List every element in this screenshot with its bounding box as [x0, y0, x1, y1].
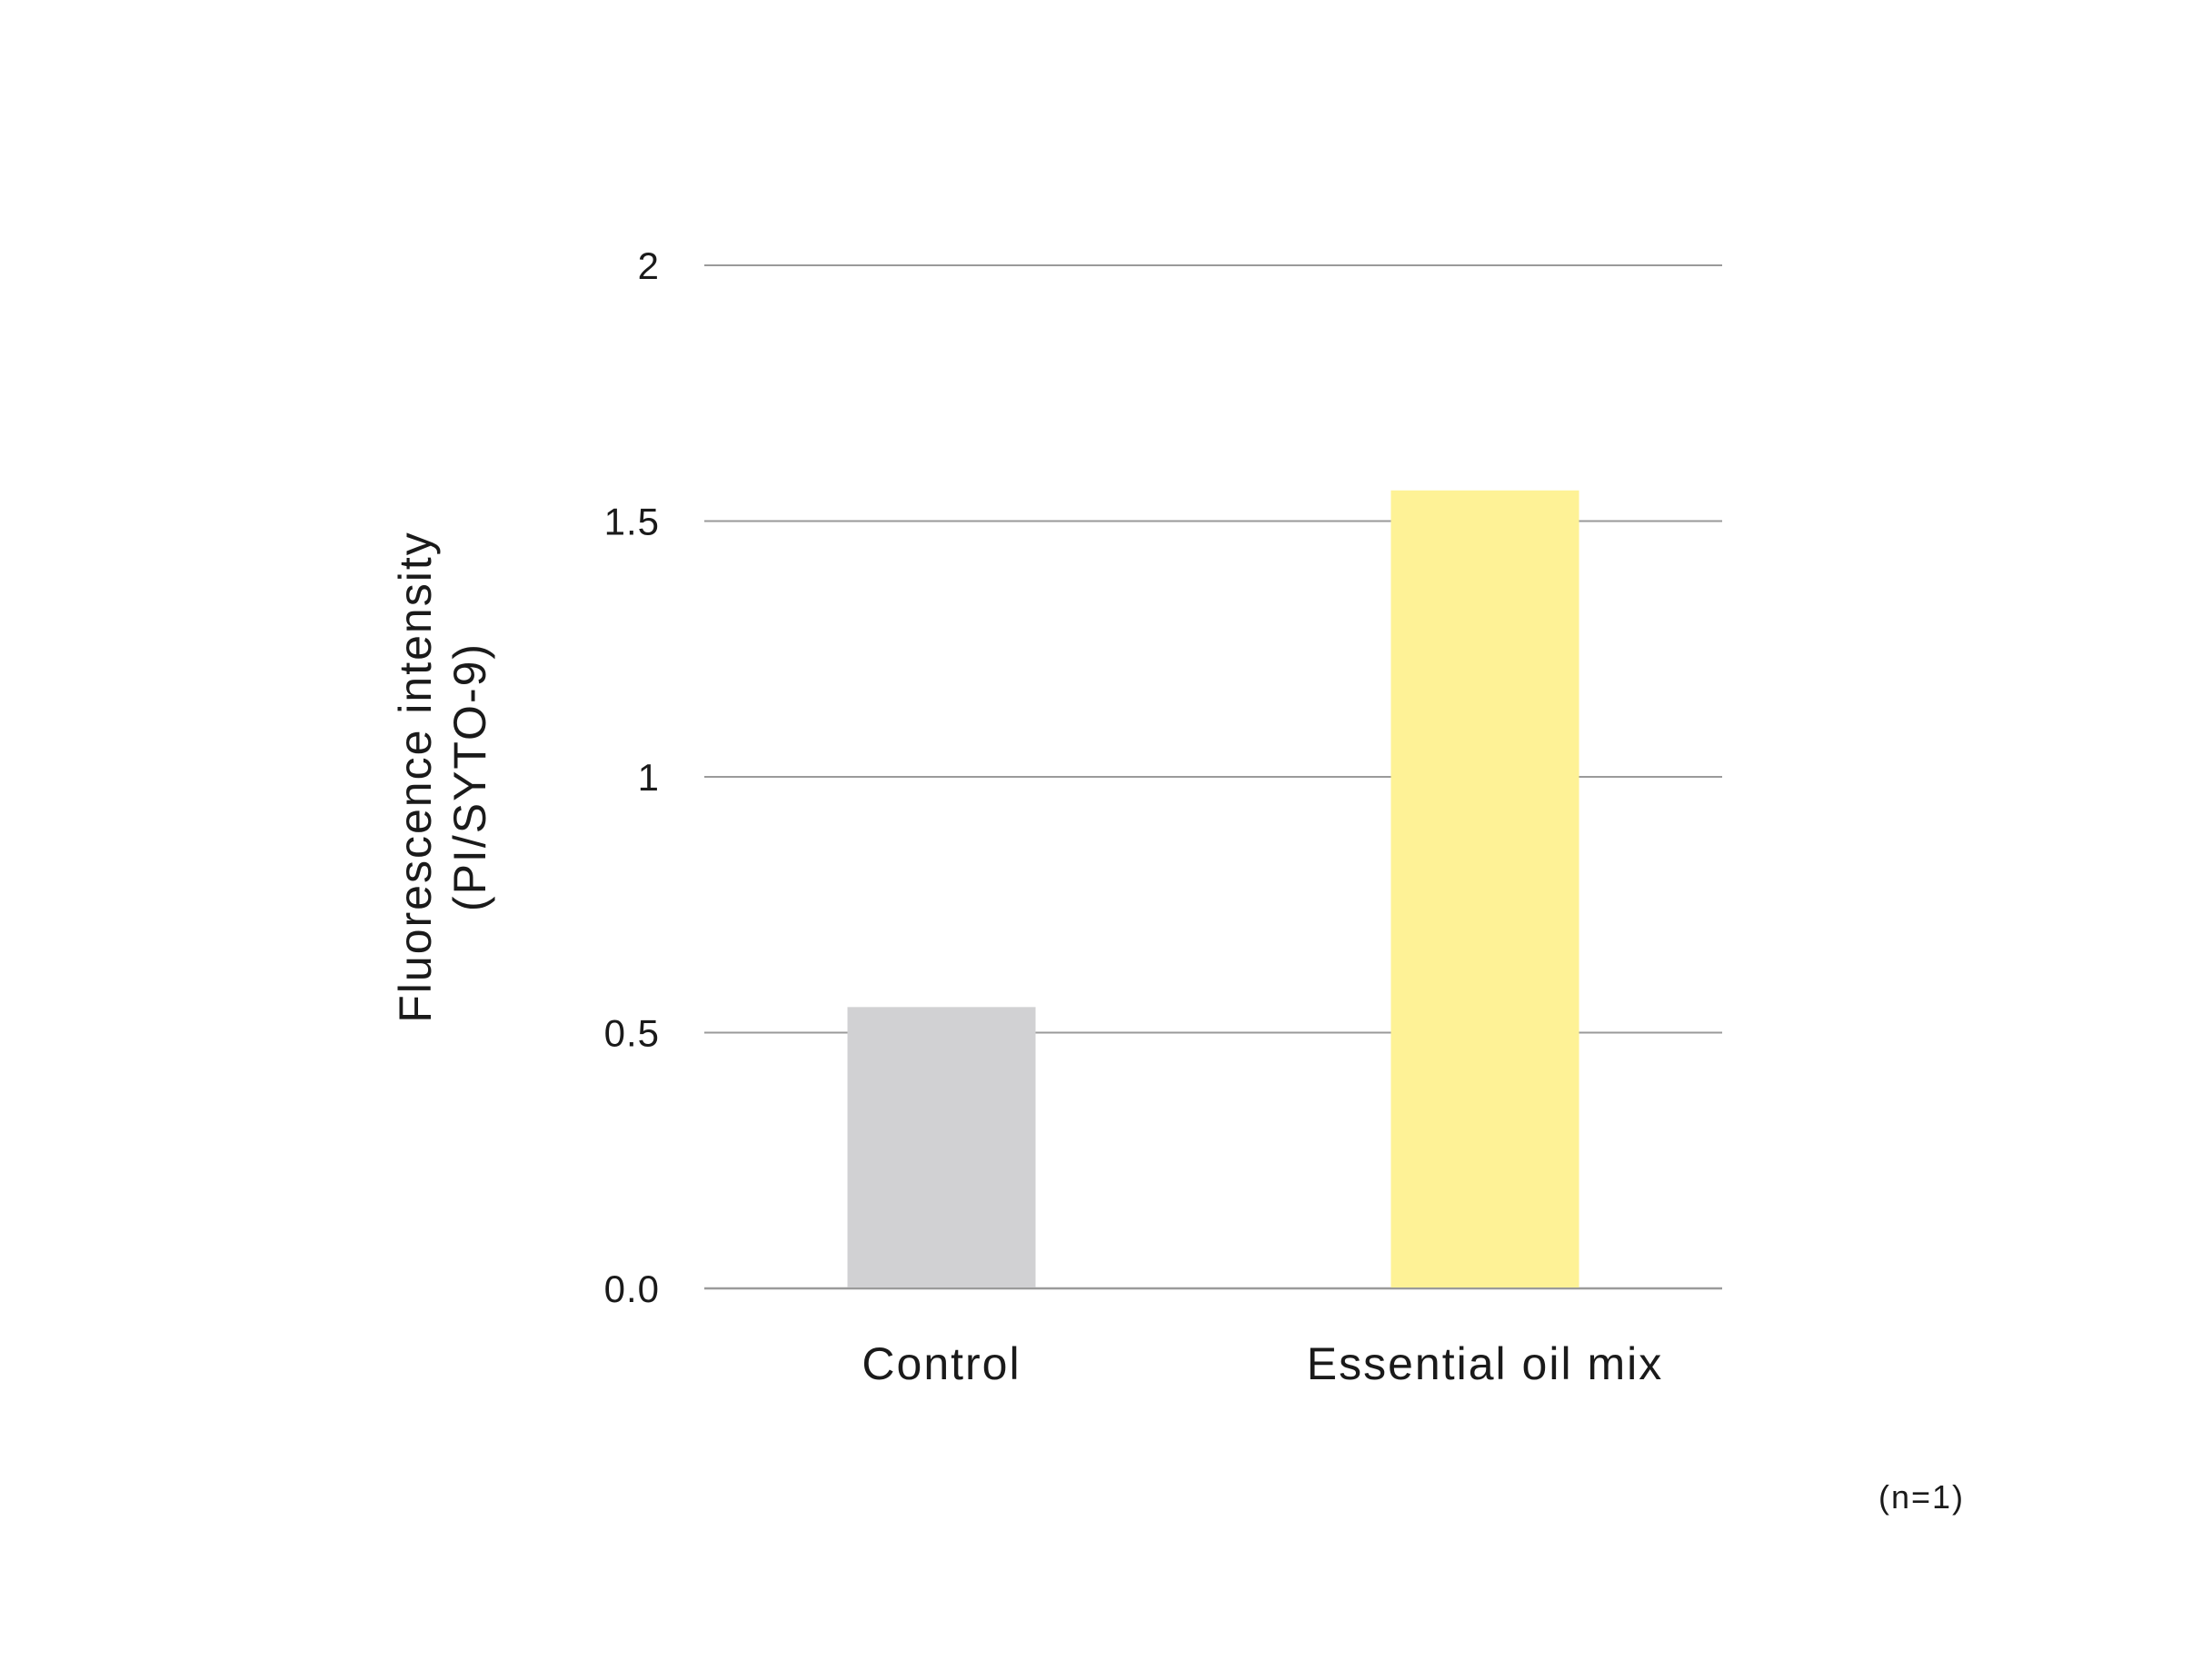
y-tick-label: 0.0 [604, 1267, 660, 1310]
category-label: Control [862, 1338, 1021, 1389]
y-tick-label: 1.5 [604, 501, 660, 543]
y-axis-ticks: 0.0 0.5 1 1.5 2 [604, 244, 660, 1310]
bars [847, 490, 1579, 1287]
y-tick-label: 2 [638, 244, 660, 287]
category-label: Essential oil mix [1307, 1338, 1663, 1389]
sample-size-note: (n=1) [1878, 1478, 1965, 1516]
bar-essential-oil-mix [1390, 490, 1579, 1287]
y-axis-title: Fluorescence intensity (PI/SYTO-9) [390, 531, 495, 1022]
y-axis-label-line-1: Fluorescence intensity [390, 531, 441, 1022]
y-tick-label: 0.5 [604, 1012, 660, 1055]
x-axis-categories: Control Essential oil mix [862, 1338, 1663, 1389]
y-tick-label: 1 [638, 756, 660, 799]
y-axis-label-line-2: (PI/SYTO-9) [444, 642, 495, 911]
bar-control [847, 1007, 1036, 1287]
